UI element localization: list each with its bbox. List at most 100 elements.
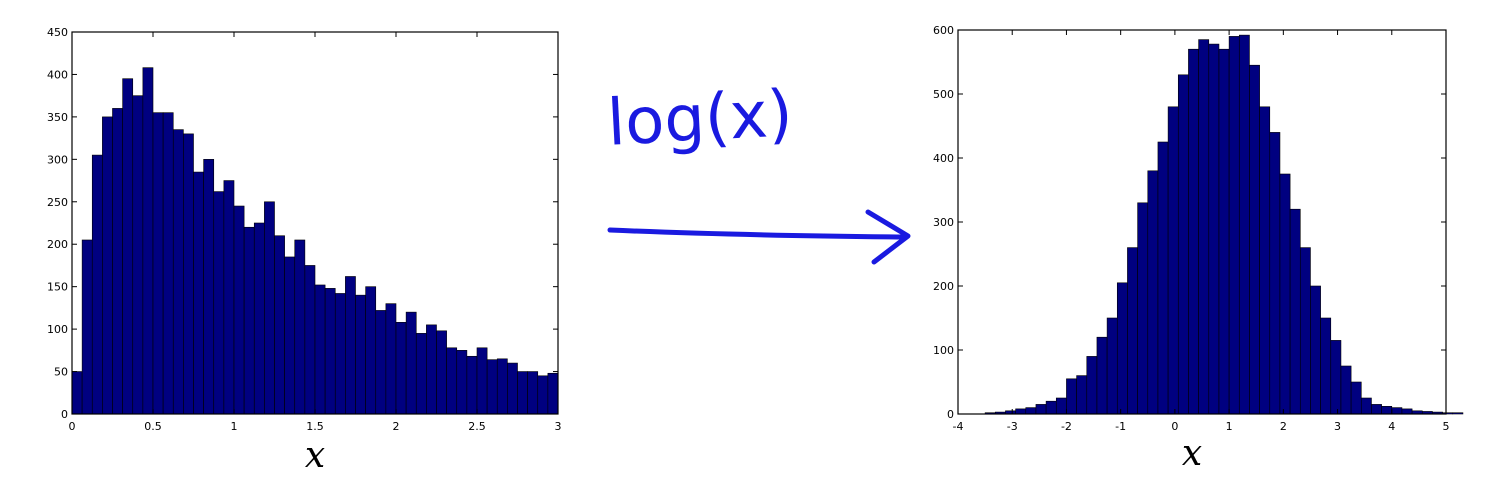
histogram-bar — [1035, 404, 1047, 415]
histogram-bar — [1218, 48, 1230, 415]
x-axis-label: x — [1182, 433, 1202, 474]
transform-annotation: log(x) — [605, 77, 911, 265]
y-tick-label: 500 — [933, 88, 954, 101]
histogram-bar — [1320, 317, 1332, 415]
x-tick-label: 3 — [555, 420, 562, 433]
histogram-bar — [385, 303, 397, 415]
histogram-bar — [547, 372, 559, 415]
histogram-bar — [436, 330, 447, 415]
histogram-bar — [1137, 202, 1149, 415]
histogram-bar — [1025, 407, 1037, 415]
histogram-bar — [1340, 365, 1352, 415]
histogram-bar — [132, 95, 144, 415]
histogram-bar — [517, 371, 528, 415]
histogram-bars — [71, 67, 559, 415]
y-tick-label: 300 — [47, 153, 68, 166]
x-tick-label: 4 — [1388, 420, 1395, 433]
y-tick-label: 400 — [47, 68, 68, 81]
histogram-bar — [1157, 141, 1169, 415]
histogram-bar — [1147, 170, 1159, 415]
y-tick-label: 100 — [47, 323, 68, 336]
histogram-bar — [527, 371, 539, 415]
x-tick-label: 0 — [69, 420, 76, 433]
histogram-bar — [1127, 247, 1138, 415]
histogram-bar — [1259, 106, 1271, 415]
histogram-bar — [1330, 340, 1342, 415]
histogram-bar — [1086, 356, 1098, 415]
histogram-bar — [476, 347, 488, 415]
y-tick-label: 150 — [47, 281, 68, 294]
histogram-bar — [1269, 132, 1281, 415]
y-tick-label: 250 — [47, 196, 68, 209]
histogram-bar — [1350, 381, 1362, 415]
histogram-bar — [274, 235, 285, 415]
histogram-bar — [223, 180, 235, 415]
y-tick-label: 200 — [933, 280, 954, 293]
y-tick-label: 50 — [54, 366, 68, 379]
x-tick-label: 1.5 — [306, 420, 324, 433]
histogram-bar — [345, 276, 356, 415]
histogram-bar — [446, 347, 458, 415]
x-tick-label: 0.5 — [144, 420, 162, 433]
y-tick-label: 200 — [47, 238, 68, 251]
histogram-bar — [1106, 317, 1118, 415]
histogram-bar — [537, 375, 549, 415]
x-ticks: 0 0.5 1 1.5 2 2.5 3 — [69, 32, 562, 433]
histogram-bar — [1096, 336, 1108, 415]
histogram-bar — [1299, 247, 1311, 415]
histogram-bar — [426, 324, 437, 415]
x-tick-label: 1 — [231, 420, 238, 433]
y-tick-label: 300 — [933, 216, 954, 229]
histogram-bar — [1015, 408, 1027, 415]
x-tick-label: 5 — [1443, 420, 1450, 433]
y-tick-label: 350 — [47, 111, 68, 124]
x-tick-label: -1 — [1115, 420, 1126, 433]
histogram-bar — [1167, 106, 1179, 415]
histogram-bar — [1055, 397, 1067, 415]
histogram-bar — [71, 371, 83, 415]
histogram-bar — [304, 265, 316, 415]
histogram-bar — [1177, 74, 1189, 415]
x-tick-label: 2.5 — [468, 420, 486, 433]
histogram-bar — [152, 112, 164, 415]
x-tick-label: 0 — [1171, 420, 1178, 433]
y-tick-label: 400 — [933, 152, 954, 165]
histogram-bar — [507, 362, 518, 415]
histogram-bar — [162, 112, 174, 415]
histogram-bar — [466, 355, 478, 415]
x-tick-label: 2 — [393, 420, 400, 433]
x-tick-label: -2 — [1061, 420, 1072, 433]
histogram-bar — [1401, 408, 1413, 415]
histogram-bar — [91, 154, 103, 415]
histogram-bar — [142, 67, 154, 415]
y-ticks: 0 100 200 300 400 500 600 — [933, 24, 1446, 421]
histogram-bar — [203, 159, 215, 415]
y-ticks: 0 50 100 150 200 250 300 350 400 450 — [47, 26, 558, 421]
histogram-bar — [1452, 412, 1464, 415]
x-axis-label: x — [305, 435, 325, 476]
right-arrow-icon — [607, 209, 911, 265]
histogram-bar — [456, 350, 468, 415]
histogram-bar — [112, 108, 123, 415]
x-tick-label: 3 — [1334, 420, 1341, 433]
histogram-bar — [415, 333, 427, 415]
histogram-bar — [1066, 378, 1077, 415]
histogram-bar — [1198, 39, 1210, 415]
histogram-bar — [1238, 34, 1250, 415]
histogram-bar — [1279, 173, 1291, 415]
y-tick-label: 0 — [61, 408, 68, 421]
log-transform-label: log(x) — [605, 77, 794, 161]
histogram-bar — [243, 226, 255, 415]
histogram-bar — [405, 311, 417, 415]
histogram-bar — [1249, 64, 1260, 415]
histogram-skewed: 0 0.5 1 1.5 2 2.5 3 0 50 100 150 200 250 300 350 400 45… — [47, 26, 562, 476]
histogram-bars — [984, 34, 1464, 415]
histogram-bar — [1381, 406, 1393, 415]
histogram-bar — [496, 358, 508, 415]
histogram-bar — [1045, 400, 1057, 415]
histogram-log-transformed: -4 -3 -2 -1 0 1 2 3 4 5 0 100 200 300 400 500 600 x — [933, 24, 1464, 474]
x-tick-label: 1 — [1226, 420, 1233, 433]
histogram-bar — [1076, 375, 1088, 415]
histogram-bar — [193, 171, 204, 415]
histogram-bar — [355, 294, 366, 415]
